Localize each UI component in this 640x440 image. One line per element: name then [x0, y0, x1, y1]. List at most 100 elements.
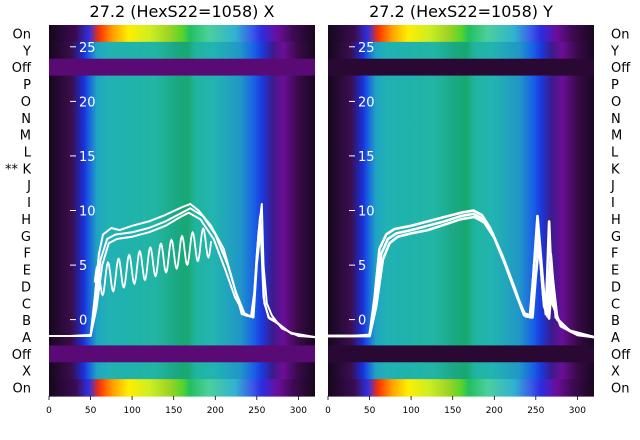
y-tick-label-2: 10 [79, 205, 96, 220]
y-tick-label-5: 25 [358, 41, 375, 56]
row-label-19: Off [611, 348, 631, 363]
heatmap-row-16 [49, 294, 315, 313]
row-label-13: F [611, 247, 618, 262]
heatmap-row-13 [49, 244, 315, 262]
row-label-15: D [611, 280, 621, 295]
row-label-4: O [21, 95, 31, 110]
heatmap-row-20 [328, 362, 594, 380]
data-line-2 [49, 211, 316, 339]
row-label-7: L [611, 146, 619, 161]
row-label-6: M [20, 129, 31, 144]
x-tick-label-1: 50 [364, 406, 376, 416]
y-tick-label-3: 15 [79, 150, 96, 165]
heatmap-row-2 [328, 58, 594, 77]
row-label-1: Y [610, 44, 619, 59]
row-label-6: M [611, 129, 622, 144]
row-label-10: I [27, 196, 31, 211]
row-label-14: E [23, 264, 31, 279]
row-label-3: P [23, 78, 31, 93]
x-tick-label-3: 150 [165, 406, 182, 416]
y-tick-label-0: 0 [79, 314, 87, 329]
row-label-1: Y [22, 44, 31, 59]
row-label-11: H [21, 213, 31, 228]
heatmap-row-12 [328, 227, 594, 245]
row-label-16: C [22, 297, 31, 312]
heatmap-row-8 [328, 159, 594, 178]
row-label-12: G [21, 230, 31, 245]
heatmap-row-6 [49, 126, 315, 144]
x-tick-label-5: 250 [527, 406, 544, 416]
heatmap-row-9 [328, 176, 594, 195]
row-marker: ** [5, 162, 19, 177]
x-tick-label-0: 0 [46, 406, 52, 416]
heatmap-row-8 [49, 159, 315, 178]
row-label-8: K [611, 162, 620, 177]
x-tick-label-3: 150 [444, 406, 461, 416]
heatmap-row-9 [49, 176, 315, 195]
x-tick-label-2: 100 [403, 406, 420, 416]
x-tick-label-6: 300 [290, 406, 307, 416]
heatmap-row-0 [49, 25, 315, 43]
panel-title-1: 27.2 (HexS22=1058) Y [369, 2, 553, 21]
heatmap-row-18 [49, 328, 315, 347]
heatmap-row-19 [49, 345, 315, 363]
heatmap-row-21 [328, 379, 594, 397]
heatmap-row-18 [328, 328, 594, 347]
row-label-0: On [13, 27, 31, 42]
heatmap-row-5 [49, 109, 315, 127]
heatmap-row-3 [328, 75, 594, 94]
row-label-14: E [611, 264, 619, 279]
row-label-4: O [611, 95, 621, 110]
row-label-18: A [22, 331, 31, 346]
heatmap-row-15 [328, 277, 594, 296]
row-label-11: H [611, 213, 621, 228]
heatmap-row-13 [328, 244, 594, 262]
row-label-13: F [24, 247, 31, 262]
heatmap-row-1 [328, 41, 594, 60]
x-tick-label-6: 300 [569, 406, 586, 416]
row-label-15: D [21, 280, 31, 295]
row-label-0: On [611, 27, 629, 42]
heatmap-row-4 [328, 92, 594, 110]
row-label-8: K [22, 162, 31, 177]
row-label-18: A [611, 331, 620, 346]
x-tick-label-4: 200 [207, 406, 224, 416]
row-label-2: Off [611, 61, 631, 76]
row-label-5: N [21, 112, 31, 127]
heatmap-row-6 [328, 126, 594, 144]
heatmap-row-10 [49, 193, 315, 212]
x-tick-label-2: 100 [124, 406, 141, 416]
row-label-21: On [611, 382, 629, 397]
y-tick-label-4: 20 [79, 95, 96, 110]
heatmap-row-11 [49, 210, 315, 228]
row-label-7: L [24, 146, 32, 161]
row-label-10: I [611, 196, 615, 211]
y-tick-label-1: 5 [79, 259, 87, 274]
y-tick-label-5: 25 [79, 41, 96, 56]
row-label-20: X [22, 365, 31, 380]
y-tick-label-2: 10 [358, 205, 375, 220]
heatmap-row-20 [49, 362, 315, 380]
heatmap-row-0 [328, 25, 594, 43]
row-label-12: G [611, 230, 621, 245]
heatmap-row-5 [328, 109, 594, 127]
y-tick-label-0: 0 [358, 314, 366, 329]
row-label-9: J [610, 179, 615, 194]
row-label-19: Off [12, 348, 32, 363]
heatmap-row-15 [49, 277, 315, 296]
row-label-3: P [611, 78, 619, 93]
heatmap-row-2 [49, 58, 315, 77]
heatmap-row-7 [49, 143, 315, 161]
row-label-17: B [611, 314, 620, 329]
heatmap-row-10 [328, 193, 594, 212]
y-tick-label-4: 20 [358, 95, 375, 110]
heatmap-row-16 [328, 294, 594, 313]
y-tick-label-3: 15 [358, 150, 375, 165]
heatmap-row-19 [328, 345, 594, 363]
heatmap-row-4 [49, 92, 315, 110]
row-label-21: On [13, 382, 31, 397]
oscillating-line [93, 227, 212, 297]
